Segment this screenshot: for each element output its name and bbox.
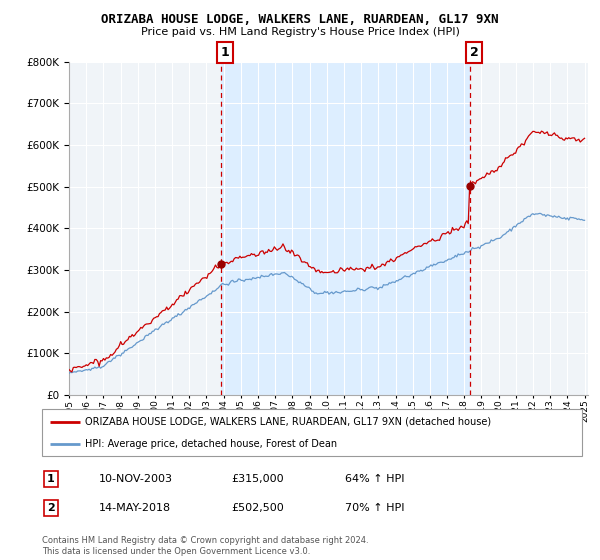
Text: 1: 1 xyxy=(221,46,230,59)
Text: 2: 2 xyxy=(47,503,55,513)
FancyBboxPatch shape xyxy=(42,409,582,456)
Text: ORIZABA HOUSE LODGE, WALKERS LANE, RUARDEAN, GL17 9XN: ORIZABA HOUSE LODGE, WALKERS LANE, RUARD… xyxy=(101,13,499,26)
Text: £502,500: £502,500 xyxy=(231,503,284,513)
Text: 64% ↑ HPI: 64% ↑ HPI xyxy=(345,474,404,484)
Text: 2: 2 xyxy=(470,46,479,59)
Text: ORIZABA HOUSE LODGE, WALKERS LANE, RUARDEAN, GL17 9XN (detached house): ORIZABA HOUSE LODGE, WALKERS LANE, RUARD… xyxy=(85,417,491,427)
Text: Price paid vs. HM Land Registry's House Price Index (HPI): Price paid vs. HM Land Registry's House … xyxy=(140,27,460,38)
Text: 14-MAY-2018: 14-MAY-2018 xyxy=(99,503,171,513)
Text: 1: 1 xyxy=(47,474,55,484)
Text: 70% ↑ HPI: 70% ↑ HPI xyxy=(345,503,404,513)
Text: £315,000: £315,000 xyxy=(231,474,284,484)
Text: 10-NOV-2003: 10-NOV-2003 xyxy=(99,474,173,484)
Bar xyxy=(221,62,470,395)
Text: HPI: Average price, detached house, Forest of Dean: HPI: Average price, detached house, Fore… xyxy=(85,438,337,449)
Text: Contains HM Land Registry data © Crown copyright and database right 2024.
This d: Contains HM Land Registry data © Crown c… xyxy=(42,536,368,556)
